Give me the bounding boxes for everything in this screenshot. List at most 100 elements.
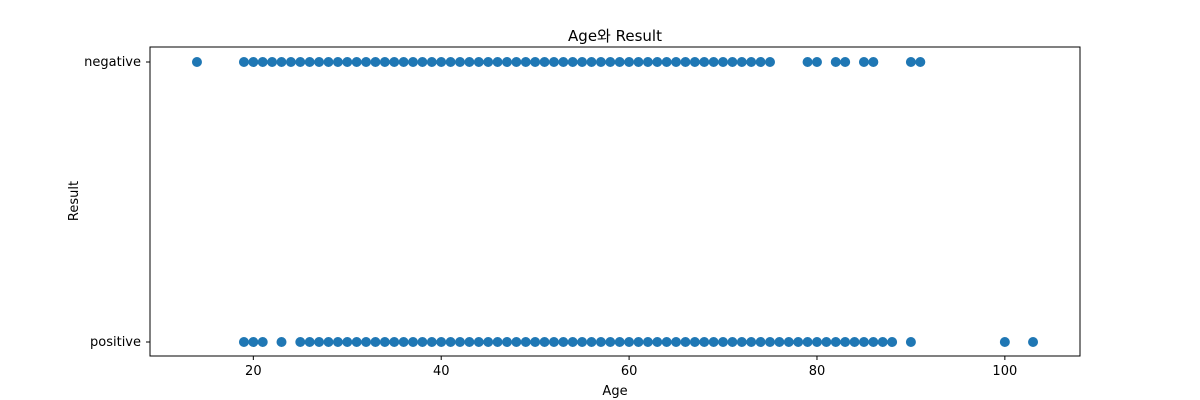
data-point-positive	[511, 337, 522, 347]
data-point-positive	[586, 337, 597, 347]
data-point-positive	[887, 337, 898, 347]
x-axis-label: Age	[602, 384, 627, 399]
data-point-negative	[520, 57, 531, 67]
data-point-positive	[483, 337, 494, 347]
data-point-negative	[811, 57, 822, 67]
data-point-positive	[999, 337, 1010, 347]
data-point-negative	[511, 57, 522, 67]
data-point-positive	[295, 337, 306, 347]
data-point-positive	[558, 337, 569, 347]
data-point-negative	[464, 57, 475, 67]
data-point-negative	[699, 57, 710, 67]
data-point-positive	[473, 337, 484, 347]
data-point-positive	[408, 337, 419, 347]
data-point-negative	[595, 57, 606, 67]
data-point-negative	[689, 57, 700, 67]
data-point-positive	[238, 337, 249, 347]
plot-area	[149, 46, 1081, 357]
data-point-negative	[661, 57, 672, 67]
data-point-negative	[530, 57, 541, 67]
data-point-positive	[624, 337, 635, 347]
data-point-negative	[840, 57, 851, 67]
data-point-positive	[614, 337, 625, 347]
data-point-negative	[858, 57, 869, 67]
data-point-negative	[483, 57, 494, 67]
data-point-positive	[379, 337, 390, 347]
data-point-positive	[849, 337, 860, 347]
data-point-negative	[708, 57, 719, 67]
data-point-positive	[605, 337, 616, 347]
data-point-positive	[426, 337, 437, 347]
data-point-positive	[699, 337, 710, 347]
data-point-positive	[802, 337, 813, 347]
data-point-positive	[520, 337, 531, 347]
data-point-positive	[314, 337, 325, 347]
data-point-negative	[671, 57, 682, 67]
data-point-positive	[361, 337, 372, 347]
x-tick-label: 100	[992, 364, 1017, 379]
data-point-negative	[361, 57, 372, 67]
data-point-positive	[304, 337, 315, 347]
data-point-positive	[567, 337, 578, 347]
y-axis-label: Result	[67, 181, 82, 221]
data-point-positive	[718, 337, 729, 347]
data-point-positive	[370, 337, 381, 347]
x-tick-label: 20	[245, 364, 262, 379]
data-point-positive	[708, 337, 719, 347]
data-point-negative	[614, 57, 625, 67]
data-point-positive	[577, 337, 588, 347]
data-point-positive	[840, 337, 851, 347]
data-point-positive	[680, 337, 691, 347]
data-point-negative	[389, 57, 400, 67]
y-tick-label-negative: negative	[84, 55, 141, 70]
data-point-positive	[905, 337, 916, 347]
data-point-positive	[774, 337, 785, 347]
data-point-positive	[417, 337, 428, 347]
data-point-positive	[248, 337, 259, 347]
data-point-positive	[868, 337, 879, 347]
data-point-negative	[332, 57, 343, 67]
data-point-negative	[746, 57, 757, 67]
data-point-positive	[830, 337, 841, 347]
data-point-positive	[746, 337, 757, 347]
data-point-positive	[671, 337, 682, 347]
data-point-negative	[191, 57, 202, 67]
data-point-negative	[492, 57, 503, 67]
data-point-negative	[802, 57, 813, 67]
data-point-negative	[426, 57, 437, 67]
y-axis: positive negative	[84, 55, 150, 350]
data-point-negative	[285, 57, 296, 67]
data-point-negative	[577, 57, 588, 67]
data-point-negative	[727, 57, 738, 67]
data-point-negative	[558, 57, 569, 67]
data-point-positive	[783, 337, 794, 347]
data-point-negative	[323, 57, 334, 67]
data-point-positive	[633, 337, 644, 347]
data-point-negative	[755, 57, 766, 67]
data-point-positive	[736, 337, 747, 347]
x-tick-label: 80	[809, 364, 826, 379]
data-point-positive	[652, 337, 663, 347]
data-point-negative	[276, 57, 287, 67]
data-point-negative	[342, 57, 353, 67]
data-point-negative	[370, 57, 381, 67]
data-point-positive	[332, 337, 343, 347]
data-point-positive	[492, 337, 503, 347]
data-point-positive	[539, 337, 550, 347]
data-point-negative	[652, 57, 663, 67]
data-point-positive	[727, 337, 738, 347]
chart-title: Age와 Result	[568, 27, 662, 45]
data-point-positive	[436, 337, 447, 347]
data-point-positive	[821, 337, 832, 347]
data-point-negative	[548, 57, 559, 67]
data-point-positive	[689, 337, 700, 347]
data-point-negative	[586, 57, 597, 67]
data-point-positive	[765, 337, 775, 347]
y-tick-label-positive: positive	[90, 335, 141, 350]
data-point-negative	[248, 57, 259, 67]
x-axis: 20 40 60 80 100	[245, 356, 1017, 379]
data-point-negative	[868, 57, 879, 67]
data-point-negative	[633, 57, 644, 67]
data-point-negative	[905, 57, 916, 67]
data-point-positive	[501, 337, 512, 347]
